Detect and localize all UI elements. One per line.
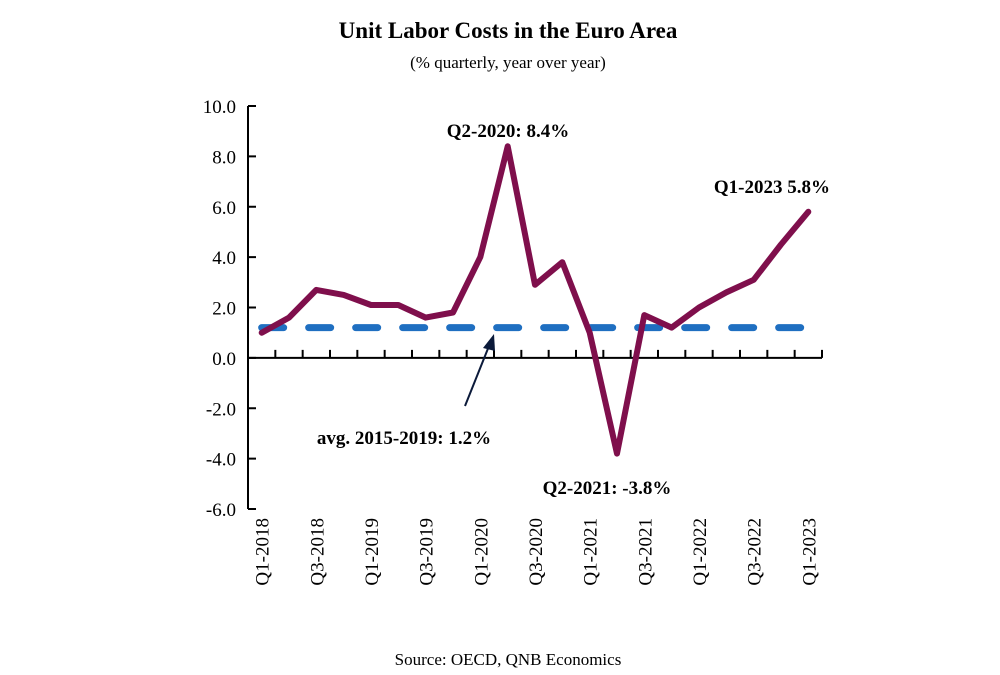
y-tick-label: -4.0 bbox=[206, 450, 236, 471]
x-tick-label: Q3-2020 bbox=[526, 518, 547, 586]
x-tick-label: Q3-2021 bbox=[635, 518, 656, 586]
x-tick-label: Q3-2022 bbox=[745, 518, 766, 586]
x-tick-label: Q3-2018 bbox=[307, 518, 328, 586]
x-tick-label: Q1-2019 bbox=[362, 518, 383, 586]
y-tick-label: 2.0 bbox=[212, 299, 236, 320]
chart-title: Unit Labor Costs in the Euro Area bbox=[339, 18, 678, 43]
axes: 10.0 8.0 6.0 4.0 2.0 0.0 -2.0 -4.0 -6.0 Q1-2018 Q3… bbox=[203, 97, 823, 586]
annotation-average: avg. 2015-2019: 1.2% bbox=[317, 428, 491, 449]
y-tick-label: 4.0 bbox=[212, 248, 236, 269]
y-tick-label: 8.0 bbox=[212, 147, 236, 168]
chart-subtitle: (% quarterly, year over year) bbox=[410, 53, 606, 72]
x-tick-label: Q3-2019 bbox=[417, 518, 438, 586]
annotation-peak: Q2-2020: 8.4% bbox=[447, 121, 569, 142]
plot-marks bbox=[258, 143, 812, 457]
annotation-arrow bbox=[464, 334, 495, 407]
x-tick-label: Q1-2018 bbox=[253, 518, 274, 586]
y-tick-label: -2.0 bbox=[206, 399, 236, 420]
x-tick-label: Q1-2020 bbox=[471, 518, 492, 586]
x-tick-label: Q1-2021 bbox=[581, 518, 602, 586]
y-tick-label: 0.0 bbox=[212, 349, 236, 370]
annotation-trough: Q2-2021: -3.8% bbox=[543, 478, 672, 499]
chart-source: Source: OECD, QNB Economics bbox=[395, 650, 622, 669]
y-tick-label: -6.0 bbox=[206, 500, 236, 521]
x-tick-label: Q1-2022 bbox=[690, 518, 711, 586]
x-tick-label: Q1-2023 bbox=[799, 518, 820, 586]
annotation-latest: Q1-2023 5.8% bbox=[714, 177, 830, 198]
y-tick-label: 10.0 bbox=[203, 97, 236, 118]
y-tick-label: 6.0 bbox=[212, 198, 236, 219]
